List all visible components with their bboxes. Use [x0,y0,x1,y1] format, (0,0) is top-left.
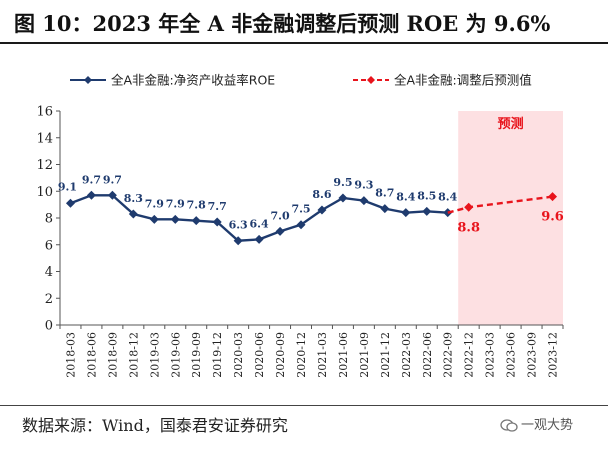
y-tick-label: 16 [36,105,53,120]
data-label: 8.6 [312,188,331,201]
data-label: 7.9 [145,197,164,210]
figure-title: 图 10：2023 年全 A 非金融调整后预测 ROE 为 9.6% [14,11,551,36]
data-point [359,196,369,206]
data-point [65,198,75,208]
x-tick-label: 2020-06 [253,332,266,378]
roe-line-chart: 预测 0 2 4 6 8 10 12 14 16 2018-03 2018-06 2018-09 201… [36,73,564,378]
x-tick-label: 2020-03 [232,332,245,378]
data-point [233,236,243,246]
data-label: 9.1 [58,180,77,193]
data-point [317,205,327,215]
forecast-label: 预测 [498,116,524,132]
y-tick-label: 6 [45,238,53,253]
legend-label: 全A非金融:调整后预测值 [394,73,532,88]
data-label: 9.5 [333,176,352,189]
data-point [149,214,159,224]
data-point [191,216,201,226]
data-point [422,206,432,216]
y-tick-label: 4 [45,265,53,280]
data-label: 7.9 [166,197,185,210]
data-label: 8.5 [417,189,436,202]
x-tick-label: 2021-03 [316,332,329,378]
x-tick-label: 2018-09 [106,332,119,378]
data-point [464,202,474,212]
data-label: 7.0 [270,209,289,222]
y-tick-label: 2 [45,292,53,307]
data-label: 9.6 [541,210,564,225]
data-point [401,208,411,218]
data-source: 数据来源：Wind，国泰君安证券研究 [22,416,288,435]
data-label: 6.3 [229,219,248,232]
data-point [338,193,348,203]
x-tick-label: 2018-03 [64,332,77,378]
data-label: 6.4 [250,217,269,230]
data-point [128,209,138,219]
x-tick-label: 2019-12 [211,332,224,378]
data-label: 7.7 [208,200,227,213]
data-label: 8.8 [457,220,480,235]
y-tick-label: 10 [36,185,53,200]
legend-label: 全A非金融:净资产收益率ROE [111,73,275,88]
data-point [254,234,264,244]
data-point [170,214,180,224]
y-tick-label: 14 [36,131,53,146]
data-label: 9.3 [354,179,373,192]
data-point [86,190,96,200]
data-point [380,204,390,214]
data-point [296,220,306,230]
x-tick-label: 2021-09 [358,332,371,378]
data-label: 8.7 [375,187,394,200]
x-tick-label: 2023-12 [547,332,560,378]
source-divider [0,405,608,406]
data-label: 9.7 [103,173,122,186]
x-tick-label: 2020-12 [295,332,308,378]
wechat-icon [500,419,518,432]
y-tick-label: 0 [45,319,53,334]
x-tick-label: 2021-12 [379,332,392,378]
watermark-text: 一观大势 [521,418,574,433]
x-tick-label: 2022-06 [421,332,434,378]
data-label: 8.3 [124,192,143,205]
forecast-region [458,111,563,325]
x-tick-label: 2020-09 [274,332,287,378]
x-tick-label: 2018-06 [85,332,98,378]
data-point [212,217,222,227]
data-label: 7.8 [187,199,206,212]
x-tick-label: 2019-09 [190,332,203,378]
title-divider [0,42,608,44]
y-tick-label: 12 [36,158,53,173]
data-point [548,192,558,202]
x-tick-label: 2023-09 [526,332,539,378]
data-label: 9.7 [82,173,101,186]
x-tick-label: 2019-06 [169,332,182,378]
x-tick-label: 2022-12 [463,332,476,378]
data-point [275,226,285,236]
legend-marker [367,76,375,84]
data-label: 8.4 [396,191,415,204]
data-point [107,190,117,200]
x-tick-label: 2019-03 [148,332,161,378]
y-tick-label: 8 [45,212,53,227]
x-tick-label: 2023-06 [505,332,518,378]
legend-marker [84,76,92,84]
x-tick-label: 2021-06 [337,332,350,378]
watermark: 一观大势 [500,414,573,433]
x-tick-label: 2023-03 [484,332,497,378]
x-tick-label: 2022-09 [442,332,455,378]
data-label: 8.4 [438,191,457,204]
data-label: 7.5 [291,203,310,216]
x-tick-label: 2018-12 [127,332,140,378]
x-tick-label: 2022-03 [400,332,413,378]
